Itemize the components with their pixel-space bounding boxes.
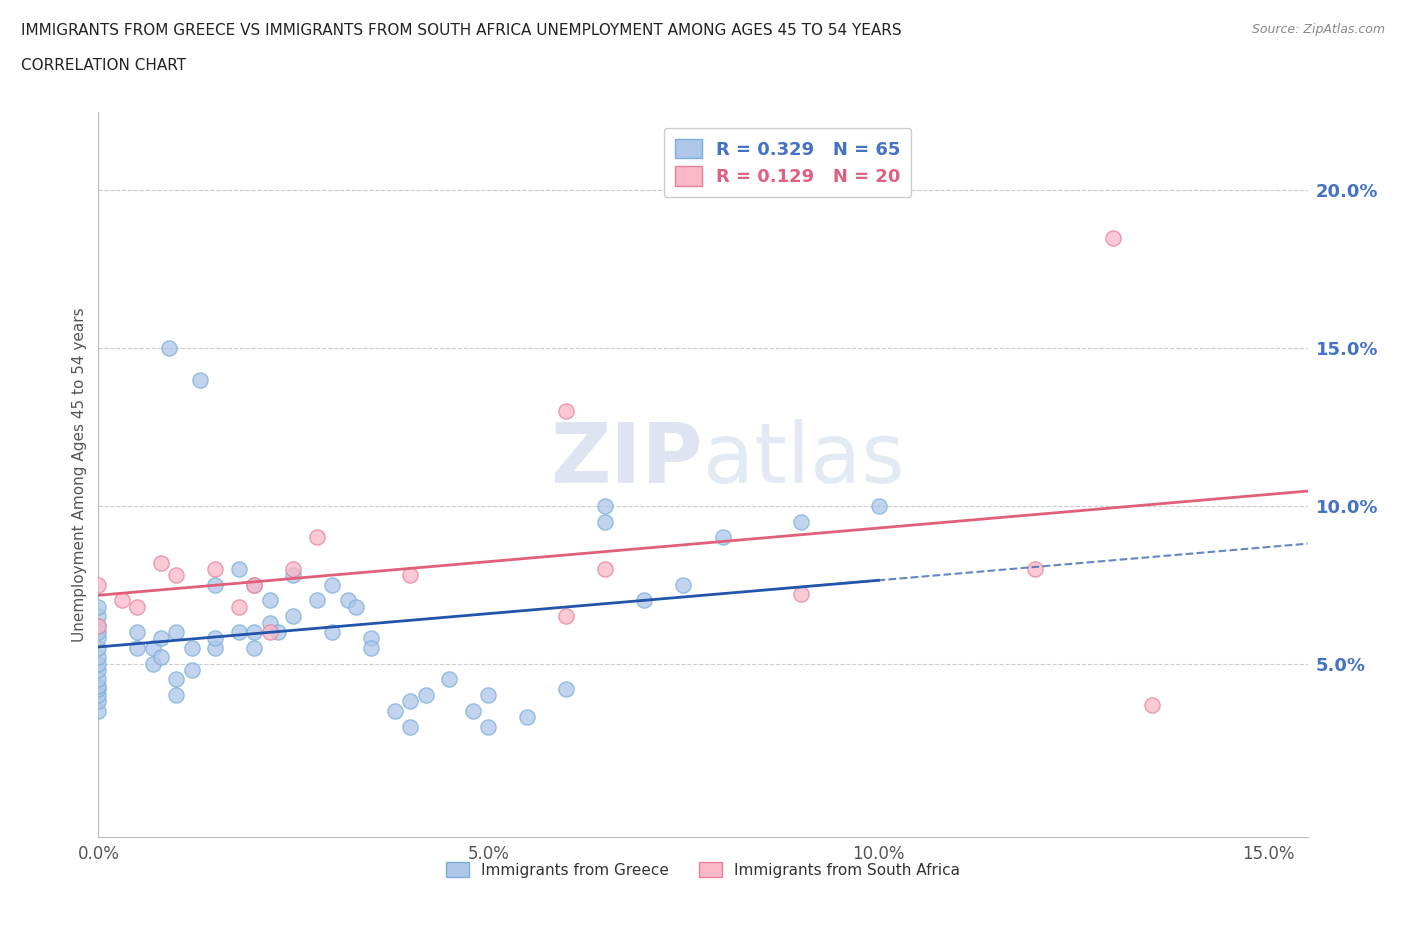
Point [87,678,110,693]
Point [321,578,343,592]
Point [415,687,437,702]
Point [360,641,382,656]
Point [142,656,165,671]
Point [87,703,110,718]
Point [555,404,578,418]
Point [789,514,811,529]
Text: ZIP: ZIP [551,419,703,500]
Point [595,514,617,529]
Point [1024,562,1046,577]
Text: IMMIGRANTS FROM GREECE VS IMMIGRANTS FROM SOUTH AFRICA UNEMPLOYMENT AMONG AGES 4: IMMIGRANTS FROM GREECE VS IMMIGRANTS FRO… [21,23,901,38]
Point [259,593,281,608]
Point [165,687,187,702]
Point [142,641,165,656]
Point [149,631,172,645]
Point [321,625,343,640]
Point [149,650,172,665]
Point [399,719,422,734]
Point [477,687,499,702]
Point [283,562,305,577]
Point [188,372,211,387]
Point [633,593,655,608]
Point [283,609,305,624]
Point [87,641,110,656]
Point [157,340,180,355]
Point [243,578,266,592]
Point [165,568,187,583]
Point [165,671,187,686]
Point [87,618,110,633]
Point [87,609,110,624]
Point [87,682,110,697]
Point [711,530,734,545]
Point [87,599,110,614]
Point [337,593,360,608]
Point [516,710,538,724]
Point [87,631,110,645]
Point [243,641,266,656]
Point [595,562,617,577]
Point [204,562,226,577]
Point [87,694,110,709]
Point [181,662,204,677]
Point [439,671,461,686]
Point [360,631,382,645]
Point [149,555,172,570]
Point [399,568,422,583]
Point [87,671,110,686]
Point [87,662,110,677]
Point [87,625,110,640]
Point [204,578,226,592]
Point [228,625,250,640]
Point [461,703,484,718]
Point [305,530,328,545]
Point [259,625,281,640]
Point [1140,698,1163,712]
Point [259,615,281,630]
Point [181,641,204,656]
Point [672,578,695,592]
Point [399,694,422,709]
Point [204,631,226,645]
Y-axis label: Unemployment Among Ages 45 to 54 years: Unemployment Among Ages 45 to 54 years [72,307,87,642]
Point [87,687,110,702]
Point [127,625,149,640]
Point [305,593,328,608]
Point [595,498,617,513]
Point [477,719,499,734]
Point [555,682,578,697]
Point [555,609,578,624]
Point [204,641,226,656]
Point [127,641,149,656]
Point [87,650,110,665]
Point [127,599,149,614]
Text: atlas: atlas [703,419,904,500]
Point [1101,231,1123,246]
Point [283,568,305,583]
Point [344,599,367,614]
Point [87,618,110,633]
Point [228,562,250,577]
Point [384,703,406,718]
Point [243,578,266,592]
Point [789,587,811,602]
Point [165,625,187,640]
Text: CORRELATION CHART: CORRELATION CHART [21,58,186,73]
Legend: Immigrants from Greece, Immigrants from South Africa: Immigrants from Greece, Immigrants from … [440,856,966,884]
Point [111,593,134,608]
Point [267,625,290,640]
Point [87,656,110,671]
Point [228,599,250,614]
Text: Source: ZipAtlas.com: Source: ZipAtlas.com [1251,23,1385,36]
Point [868,498,890,513]
Point [243,625,266,640]
Point [87,578,110,592]
